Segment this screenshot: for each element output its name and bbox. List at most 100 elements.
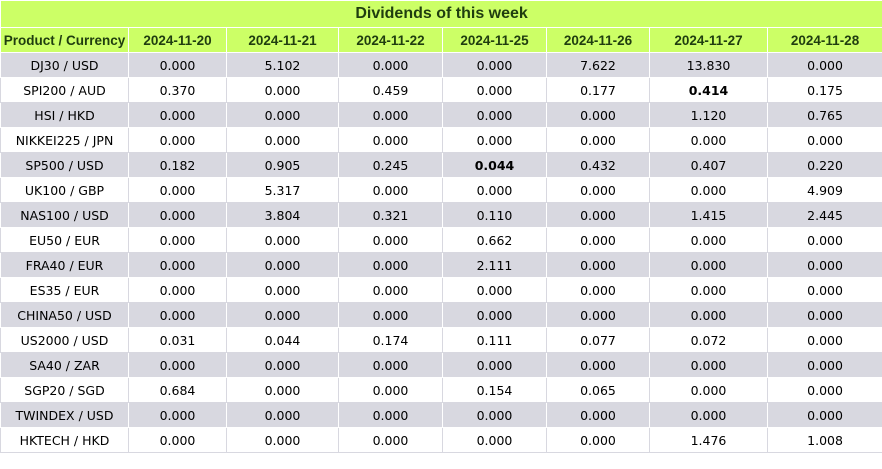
dividend-value-cell: 0.000 — [128, 102, 227, 128]
dividend-value-cell: 0.000 — [649, 377, 768, 403]
dividend-value-cell: 0.459 — [338, 77, 443, 103]
dividend-value-cell: 0.000 — [766, 377, 882, 403]
table-row: EU50 / EUR 0.000 0.000 0.000 0.662 0.000 0.000… — [0, 227, 882, 253]
dividend-value-cell: 4.909 — [766, 177, 882, 203]
dividend-value-cell: 0.000 — [766, 252, 882, 278]
dividend-value-cell: 0.000 — [226, 352, 339, 378]
dividend-value-cell: 0.000 — [649, 177, 768, 203]
dividend-value-cell: 0.000 — [546, 277, 650, 303]
dividend-value-cell: 0.110 — [442, 202, 547, 228]
dividend-value-cell: 2.445 — [766, 202, 882, 228]
product-cell: DJ30 / USD — [0, 52, 129, 78]
product-cell: SA40 / ZAR — [0, 352, 129, 378]
product-cell: ES35 / EUR — [0, 277, 129, 303]
column-header-date: 2024-11-27 — [649, 27, 768, 53]
dividend-value-cell: 0.000 — [442, 102, 547, 128]
table-row: HKTECH / HKD 0.000 0.000 0.000 0.000 0.000 1.4… — [0, 427, 882, 453]
table-row: SA40 / ZAR 0.000 0.000 0.000 0.000 0.000 0.000… — [0, 352, 882, 378]
dividend-value-cell: 0.432 — [546, 152, 650, 178]
dividend-value-cell: 0.000 — [546, 127, 650, 153]
column-header-date: 2024-11-26 — [546, 27, 650, 53]
dividend-value-cell: 0.765 — [766, 102, 882, 128]
dividend-value-cell: 0.000 — [649, 302, 768, 328]
column-header-date: 2024-11-25 — [442, 27, 547, 53]
product-cell: SP500 / USD — [0, 152, 129, 178]
dividend-value-cell: 0.684 — [128, 377, 227, 403]
table-title-row: Dividends of this week — [0, 0, 882, 28]
dividend-value-cell: 0.000 — [128, 402, 227, 428]
dividend-value-cell: 0.000 — [546, 177, 650, 203]
dividend-value-cell: 1.008 — [766, 427, 882, 453]
dividend-value-cell: 0.000 — [226, 402, 339, 428]
dividend-value-cell: 0.000 — [442, 402, 547, 428]
dividend-value-cell: 0.000 — [226, 227, 339, 253]
dividend-value-cell: 7.622 — [546, 52, 650, 78]
dividend-value-cell: 0.000 — [546, 252, 650, 278]
column-header-date: 2024-11-28 — [766, 27, 882, 53]
dividend-value-cell: 5.102 — [226, 52, 339, 78]
column-header-date: 2024-11-22 — [338, 27, 443, 53]
dividend-value-cell: 0.000 — [766, 402, 882, 428]
dividend-value-cell: 0.000 — [649, 127, 768, 153]
dividend-value-cell: 0.000 — [128, 427, 227, 453]
dividend-value-cell: 0.000 — [128, 127, 227, 153]
dividend-value-cell: 0.000 — [442, 427, 547, 453]
dividend-value-cell: 0.000 — [442, 277, 547, 303]
product-cell: EU50 / EUR — [0, 227, 129, 253]
dividend-value-cell: 1.415 — [649, 202, 768, 228]
dividend-value-cell: 0.000 — [128, 177, 227, 203]
dividend-value-cell: 0.407 — [649, 152, 768, 178]
dividend-value-cell: 0.000 — [338, 127, 443, 153]
dividend-value-cell: 0.000 — [226, 252, 339, 278]
table-row: NAS100 / USD 0.000 3.804 0.321 0.110 0.000 1.4… — [0, 202, 882, 228]
dividend-value-cell: 0.000 — [128, 227, 227, 253]
table-row: SP500 / USD 0.182 0.905 0.245 0.044 0.432 0.40… — [0, 152, 882, 178]
product-cell: HSI / HKD — [0, 102, 129, 128]
product-cell: FRA40 / EUR — [0, 252, 129, 278]
dividend-value-cell: 0.000 — [546, 352, 650, 378]
dividend-value-cell: 0.000 — [442, 177, 547, 203]
dividend-value-cell: 0.245 — [338, 152, 443, 178]
dividend-value-cell: 0.044 — [226, 327, 339, 353]
dividend-value-cell: 0.000 — [442, 127, 547, 153]
dividend-value-cell: 0.905 — [226, 152, 339, 178]
product-cell: NAS100 / USD — [0, 202, 129, 228]
table-title: Dividends of this week — [0, 0, 882, 28]
dividend-value-cell: 0.000 — [128, 302, 227, 328]
product-cell: US2000 / USD — [0, 327, 129, 353]
dividend-value-cell: 0.000 — [128, 252, 227, 278]
column-header-date: 2024-11-20 — [128, 27, 227, 53]
table-row: FRA40 / EUR 0.000 0.000 0.000 2.111 0.000 0.00… — [0, 252, 882, 278]
dividend-value-cell: 0.000 — [338, 252, 443, 278]
dividend-value-cell: 0.077 — [546, 327, 650, 353]
dividend-value-cell: 5.317 — [226, 177, 339, 203]
dividend-value-cell: 0.662 — [442, 227, 547, 253]
dividend-value-cell: 0.000 — [226, 302, 339, 328]
table-row: CHINA50 / USD 0.000 0.000 0.000 0.000 0.000 0.… — [0, 302, 882, 328]
product-cell: CHINA50 / USD — [0, 302, 129, 328]
table-row: TWINDEX / USD 0.000 0.000 0.000 0.000 0.000 0.… — [0, 402, 882, 428]
dividend-value-cell: 0.000 — [649, 227, 768, 253]
dividend-value-cell: 0.000 — [649, 277, 768, 303]
table-row: UK100 / GBP 0.000 5.317 0.000 0.000 0.000 0.00… — [0, 177, 882, 203]
dividend-value-cell: 2.111 — [442, 252, 547, 278]
table-row: ES35 / EUR 0.000 0.000 0.000 0.000 0.000 0.000… — [0, 277, 882, 303]
dividend-value-cell: 0.000 — [442, 52, 547, 78]
dividend-value-cell: 0.000 — [766, 52, 882, 78]
dividend-value-cell: 0.000 — [442, 352, 547, 378]
dividend-value-cell: 0.000 — [766, 352, 882, 378]
dividend-value-cell: 0.000 — [338, 427, 443, 453]
product-cell: NIKKEI225 / JPN — [0, 127, 129, 153]
dividend-value-cell: 0.065 — [546, 377, 650, 403]
dividend-value-cell: 0.000 — [338, 302, 443, 328]
dividend-value-cell: 0.000 — [766, 302, 882, 328]
dividend-value-cell: 0.000 — [442, 77, 547, 103]
dividend-value-cell: 0.000 — [338, 402, 443, 428]
table-body: DJ30 / USD 0.000 5.102 0.000 0.000 7.622 13.83… — [0, 52, 882, 453]
dividend-value-cell: 0.000 — [766, 277, 882, 303]
dividend-value-cell: 0.000 — [649, 402, 768, 428]
dividend-value-cell: 0.000 — [338, 227, 443, 253]
dividend-value-cell: 0.154 — [442, 377, 547, 403]
dividend-value-cell: 0.174 — [338, 327, 443, 353]
